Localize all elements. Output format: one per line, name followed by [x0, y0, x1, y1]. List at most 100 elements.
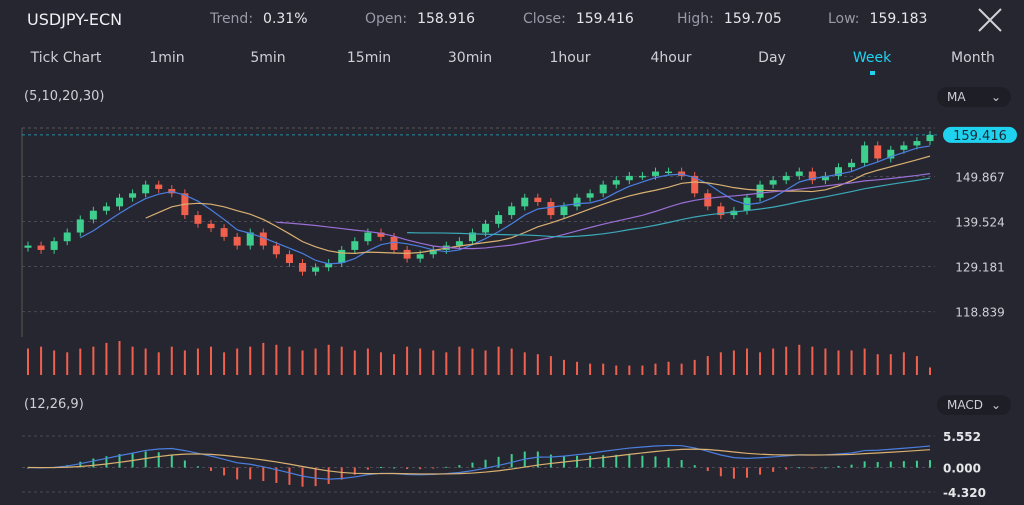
macd-histogram-bar — [889, 461, 892, 468]
macd-histogram-bar — [785, 467, 788, 470]
ma-dropdown[interactable]: MA ⌄ — [937, 87, 1011, 107]
symbol-title: USDJPY-ECN — [27, 10, 123, 29]
volume-bar — [536, 354, 539, 375]
macd-histogram-bar — [366, 467, 369, 470]
tab-1min[interactable]: 1min — [149, 50, 185, 66]
macd-histogram-bar — [680, 460, 683, 468]
price-tick-label: 118.839 — [955, 306, 1005, 320]
candle — [795, 171, 803, 176]
macd-histogram-bar — [249, 467, 252, 480]
ma-line-20 — [276, 173, 931, 250]
volume-bar — [811, 346, 814, 375]
macd-histogram-bar — [850, 464, 853, 468]
candle — [155, 184, 163, 189]
candle — [808, 171, 816, 181]
volume-bar — [798, 344, 801, 375]
tab-1hour[interactable]: 1hour — [549, 50, 591, 66]
volume-bar — [732, 350, 735, 375]
volume-bar — [432, 350, 435, 375]
candle — [194, 215, 202, 224]
tab-day[interactable]: Day — [758, 50, 786, 66]
volume-bar — [118, 341, 121, 375]
ma-line-30 — [407, 177, 931, 238]
candle — [730, 210, 738, 216]
candle — [625, 175, 633, 181]
volume-bar — [445, 352, 448, 375]
macd-histogram-bar — [602, 455, 605, 468]
candle — [312, 267, 320, 272]
macd-histogram-bar — [144, 451, 147, 468]
candle — [913, 141, 921, 146]
volume-bar — [915, 356, 918, 375]
macd-histogram-bar — [654, 456, 657, 468]
tab-15min[interactable]: 15min — [346, 50, 392, 66]
macd-histogram-bar — [393, 467, 396, 469]
price-tick-label: 149.867 — [955, 170, 1005, 184]
candle — [638, 175, 646, 178]
macd-histogram-bar — [706, 467, 709, 472]
macd-histogram-bar — [445, 466, 448, 468]
candle — [547, 202, 555, 216]
tab-4hour[interactable]: 4hour — [650, 50, 692, 66]
macd-histogram-bar — [536, 451, 539, 468]
volume-bar — [249, 346, 252, 375]
candle — [37, 245, 45, 250]
candle — [233, 236, 241, 246]
ma-line-5 — [80, 145, 931, 265]
volume-bar — [628, 365, 631, 375]
volume-bar — [837, 350, 840, 375]
tab-5min[interactable]: 5min — [250, 50, 286, 66]
candle — [691, 175, 699, 194]
tab-month[interactable]: Month — [951, 50, 995, 66]
candle — [102, 206, 110, 211]
macd-histogram-bar — [759, 467, 762, 475]
stat-low: Low: 159.183 — [828, 11, 928, 27]
macd-histogram-bar — [432, 467, 435, 469]
candle — [651, 171, 659, 176]
volume-bar — [340, 346, 343, 375]
macd-params: (12,26,9) — [24, 397, 84, 412]
volume-bar — [680, 363, 683, 375]
candle — [926, 134, 934, 142]
macd-line — [27, 444, 931, 480]
stat-close: Close: 159.416 — [523, 11, 634, 27]
volume-bar — [27, 348, 29, 375]
candle — [259, 232, 267, 246]
candle — [861, 145, 869, 163]
macd-histogram-bar — [811, 467, 814, 469]
candle — [429, 249, 437, 255]
tab-30min[interactable]: 30min — [447, 50, 493, 66]
volume-bar — [366, 348, 369, 375]
volume-bar — [40, 346, 43, 375]
macd-histogram-bar — [772, 467, 775, 472]
volume-bar — [157, 352, 160, 375]
volume-bar — [745, 348, 748, 375]
close-icon[interactable] — [976, 6, 1004, 34]
active-tab-indicator — [870, 71, 875, 75]
candle — [665, 171, 673, 174]
volume-bar — [105, 342, 108, 375]
ma-params: (5,10,20,30) — [24, 89, 105, 104]
volume-bar — [876, 354, 879, 375]
volume-bar — [902, 352, 905, 375]
macd-histogram-bar — [576, 455, 579, 468]
candle — [508, 206, 516, 216]
volume-bar — [589, 363, 592, 375]
candle — [586, 193, 594, 198]
tab-week[interactable]: Week — [852, 50, 892, 66]
volume-bar — [785, 346, 788, 375]
macd-histogram-bar — [589, 455, 592, 468]
volume-bar — [562, 359, 565, 375]
macd-tick-label: -4.320 — [943, 486, 986, 500]
volume-bar — [719, 352, 722, 375]
macd-histogram-bar — [902, 461, 905, 468]
tab-tick-chart[interactable]: Tick Chart — [30, 50, 102, 66]
macd-histogram-bar — [628, 454, 631, 468]
macd-histogram-bar — [419, 467, 422, 470]
macd-histogram-bar — [406, 467, 409, 470]
macd-dropdown[interactable]: MACD ⌄ — [937, 395, 1011, 415]
candle — [76, 219, 84, 233]
candle — [782, 175, 790, 181]
macd-histogram-bar — [615, 454, 618, 468]
